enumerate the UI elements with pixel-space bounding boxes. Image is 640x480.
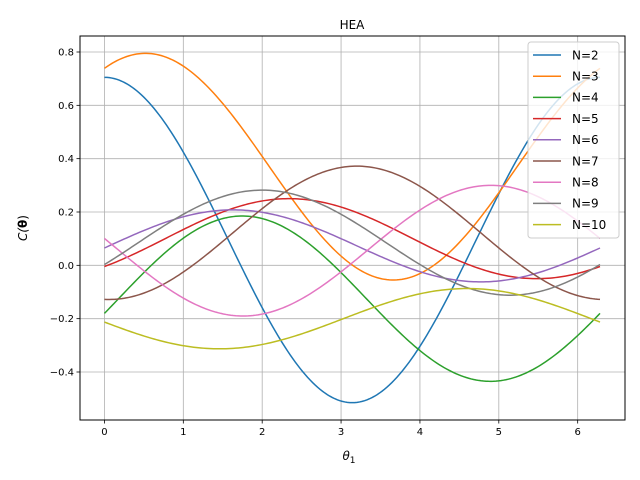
- y-tick-label: −0.2: [50, 314, 74, 325]
- series-line: [104, 287, 601, 350]
- legend-label: N=2: [572, 48, 599, 62]
- series-line: [104, 52, 601, 281]
- series-line: [103, 184, 601, 317]
- series-line: [103, 215, 601, 383]
- y-tick-label: 0.0: [58, 261, 74, 272]
- legend-label: N=3: [572, 70, 599, 84]
- legend-label: N=7: [572, 154, 599, 168]
- x-tick-label: 5: [496, 427, 502, 438]
- chart-title: HEA: [340, 18, 366, 32]
- y-axis-label: C(θ): [16, 215, 30, 241]
- legend-box: [527, 41, 620, 239]
- y-axis-label-bold: θ: [16, 220, 30, 228]
- x-axis-label-main: θ: [342, 449, 350, 463]
- y-tick-label: −0.4: [50, 368, 74, 379]
- x-tick-label: 1: [180, 427, 186, 438]
- y-axis-label-close: ): [16, 215, 30, 220]
- y-tick-label: 0.4: [58, 154, 74, 165]
- legend-label: N=8: [572, 176, 599, 190]
- y-axis-label-main: C(: [16, 227, 30, 241]
- legend-label: N=4: [572, 91, 599, 105]
- series-line: [104, 76, 601, 404]
- series-lines: [103, 52, 601, 404]
- x-tick-label: 0: [101, 427, 107, 438]
- legend-label: N=5: [572, 112, 599, 126]
- legend-label: N=10: [572, 218, 606, 232]
- x-tick-label: 3: [338, 427, 344, 438]
- legend: N=2 N=3 N=4 N=5 N=6 N=7 N=8 N=9 N=10: [527, 41, 620, 239]
- x-tick-label: 2: [259, 427, 265, 438]
- ticks: 0 1 2 3 4 5 6 −0.4 −0.2 0.0 0.2 0.4 0.6 0.8: [50, 48, 581, 439]
- series-line: [104, 209, 601, 283]
- legend-label: N=6: [572, 133, 599, 147]
- legend-label: N=9: [572, 197, 599, 211]
- y-tick-label: 0.2: [58, 208, 74, 219]
- series-line: [104, 165, 601, 301]
- x-axis-label: θ1: [342, 449, 355, 466]
- x-tick-label: 6: [574, 427, 580, 438]
- axes-frame: [79, 35, 626, 421]
- x-tick-label: 4: [417, 427, 423, 438]
- y-tick-label: 0.8: [58, 48, 74, 59]
- x-axis-label-sub: 1: [350, 456, 356, 466]
- y-tick-label: 0.6: [58, 101, 74, 112]
